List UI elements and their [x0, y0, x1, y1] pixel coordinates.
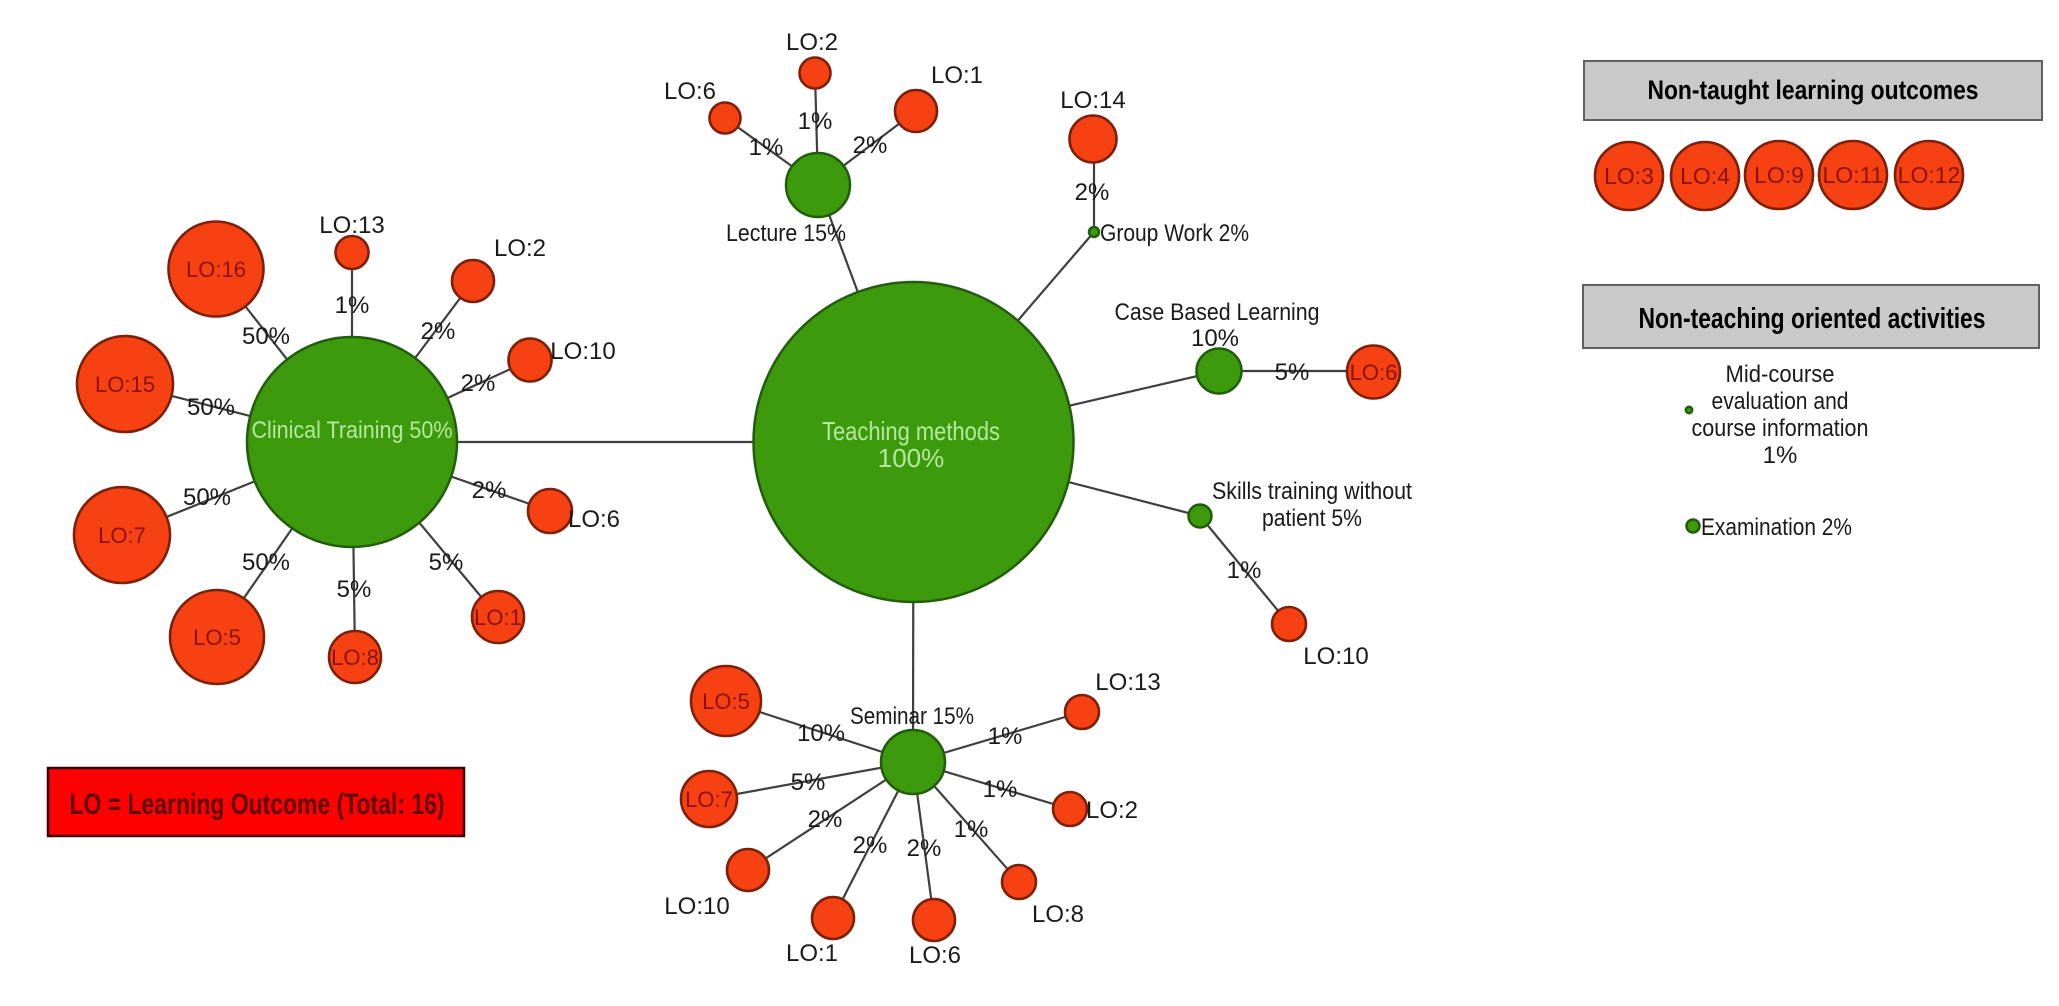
- svg-text:LO:4: LO:4: [1680, 163, 1730, 189]
- svg-text:5%: 5%: [337, 576, 372, 603]
- svg-text:LO:11: LO:11: [1823, 162, 1884, 188]
- svg-text:2%: 2%: [907, 835, 942, 862]
- svg-text:2%: 2%: [1075, 179, 1110, 206]
- svg-text:LO:5: LO:5: [702, 689, 750, 714]
- svg-text:5%: 5%: [791, 769, 826, 796]
- svg-text:LO:10: LO:10: [664, 893, 729, 920]
- svg-text:1%: 1%: [335, 292, 370, 319]
- svg-text:50%: 50%: [183, 484, 231, 511]
- svg-text:2%: 2%: [808, 806, 843, 833]
- svg-text:Lecture 15%: Lecture 15%: [726, 220, 846, 247]
- svg-text:50%: 50%: [242, 323, 290, 350]
- svg-text:LO:7: LO:7: [98, 523, 146, 548]
- svg-text:LO = Learning Outcome (Total:: LO = Learning Outcome (Total: 16): [70, 788, 445, 821]
- svg-text:LO:16: LO:16: [186, 257, 246, 282]
- svg-text:Examination 2%: Examination 2%: [1701, 514, 1852, 541]
- svg-text:LO:2: LO:2: [786, 29, 838, 56]
- svg-text:LO:1: LO:1: [786, 940, 838, 967]
- svg-text:LO:6: LO:6: [909, 942, 961, 969]
- svg-text:1%: 1%: [954, 816, 989, 843]
- svg-text:1%: 1%: [798, 108, 833, 135]
- svg-text:LO:2: LO:2: [1086, 797, 1138, 824]
- svg-text:LO:3: LO:3: [1604, 163, 1654, 189]
- svg-text:5%: 5%: [429, 549, 464, 576]
- svg-text:1%: 1%: [1227, 557, 1262, 584]
- svg-text:1%: 1%: [749, 134, 784, 161]
- svg-text:Clinical Training 50%: Clinical Training 50%: [252, 417, 453, 444]
- svg-text:LO:14: LO:14: [1060, 87, 1125, 114]
- svg-text:LO:5: LO:5: [193, 625, 241, 650]
- svg-text:Seminar 15%: Seminar 15%: [850, 703, 974, 730]
- svg-text:2%: 2%: [853, 132, 888, 159]
- svg-text:10%: 10%: [797, 720, 845, 747]
- svg-text:1%: 1%: [988, 723, 1023, 750]
- svg-text:Non-teaching oriented activiti: Non-teaching oriented activities: [1639, 303, 1986, 335]
- svg-text:2%: 2%: [421, 318, 456, 345]
- svg-text:course information: course information: [1692, 415, 1869, 442]
- svg-text:100%: 100%: [878, 443, 945, 473]
- svg-text:LO:7: LO:7: [685, 787, 733, 812]
- svg-text:2%: 2%: [461, 370, 496, 397]
- svg-text:LO:15: LO:15: [95, 372, 155, 397]
- svg-text:LO:6: LO:6: [568, 506, 620, 533]
- svg-text:evaluation and: evaluation and: [1712, 388, 1849, 415]
- svg-text:LO:10: LO:10: [550, 338, 615, 365]
- svg-text:LO:6: LO:6: [1350, 360, 1398, 385]
- svg-text:Case Based Learning: Case Based Learning: [1115, 299, 1320, 326]
- svg-text:Mid-course: Mid-course: [1726, 361, 1835, 388]
- svg-text:Group Work 2%: Group Work 2%: [1100, 220, 1249, 247]
- svg-text:LO:10: LO:10: [1303, 643, 1368, 670]
- svg-text:Teaching methods: Teaching methods: [822, 416, 1000, 446]
- svg-text:LO:1: LO:1: [474, 605, 522, 630]
- svg-text:2%: 2%: [853, 832, 888, 859]
- svg-text:LO:8: LO:8: [1032, 901, 1084, 928]
- svg-text:LO:13: LO:13: [1095, 669, 1160, 696]
- svg-text:Non-taught learning outcomes: Non-taught learning outcomes: [1648, 75, 1979, 105]
- svg-text:Skills training without: Skills training without: [1212, 478, 1412, 505]
- svg-text:LO:1: LO:1: [931, 62, 983, 89]
- svg-text:patient 5%: patient 5%: [1262, 505, 1362, 532]
- svg-text:50%: 50%: [242, 549, 290, 576]
- svg-text:1%: 1%: [1763, 442, 1798, 469]
- svg-text:LO:9: LO:9: [1754, 162, 1804, 188]
- svg-text:LO:13: LO:13: [319, 212, 384, 239]
- svg-text:LO:12: LO:12: [1898, 162, 1961, 188]
- svg-text:10%: 10%: [1191, 325, 1239, 352]
- svg-text:50%: 50%: [187, 394, 235, 421]
- svg-text:LO:8: LO:8: [331, 645, 379, 670]
- svg-text:LO:2: LO:2: [494, 235, 546, 262]
- svg-text:2%: 2%: [472, 477, 507, 504]
- svg-text:1%: 1%: [983, 776, 1018, 803]
- svg-text:LO:6: LO:6: [664, 78, 716, 105]
- svg-text:5%: 5%: [1275, 359, 1310, 386]
